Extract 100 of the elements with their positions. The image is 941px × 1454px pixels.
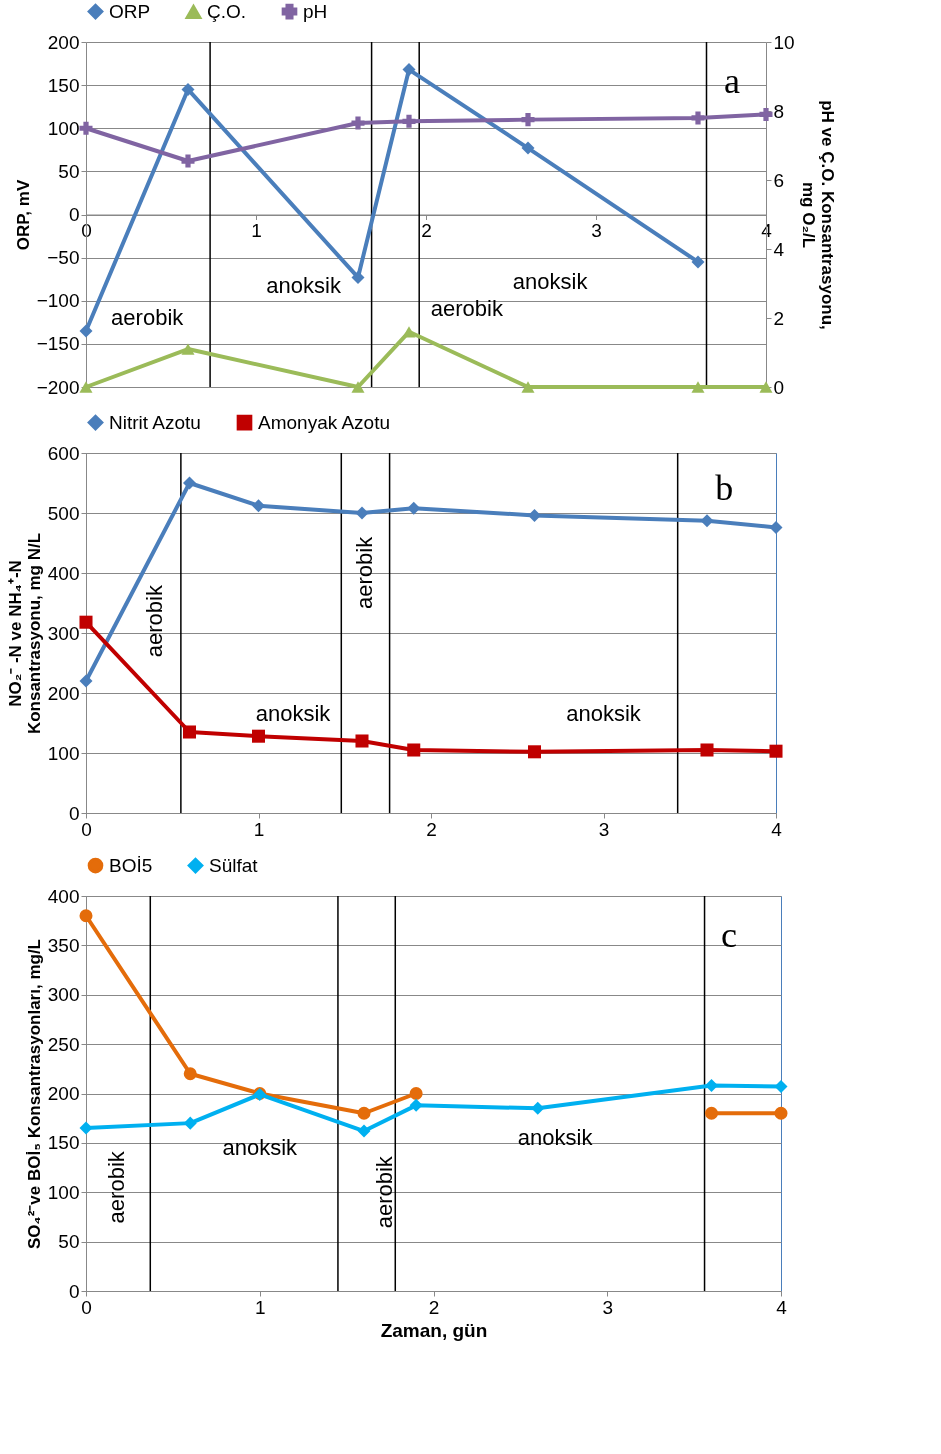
legend-label: Sülfat	[209, 854, 259, 876]
y-tick-label: 100	[47, 742, 80, 764]
legend-label: Nitrit Azotu	[109, 411, 201, 433]
x-tick-label: 2	[428, 1296, 440, 1318]
y-tick-label: −50	[47, 247, 80, 269]
y-tick-label: 500	[47, 502, 80, 524]
annotation: anoksik	[266, 273, 342, 299]
point	[407, 501, 421, 515]
point	[181, 343, 195, 355]
annotation: aerobik	[430, 296, 504, 322]
y-tick-label: 0	[68, 1280, 80, 1302]
point	[409, 1086, 423, 1101]
point	[691, 381, 705, 393]
y-tick-label: 250	[47, 1033, 80, 1055]
x-tick-label: 3	[598, 818, 610, 840]
x-axis-title: Zaman, gün	[380, 1319, 488, 1341]
y-axis-title: ORP, mV	[13, 179, 33, 251]
point	[774, 1106, 788, 1120]
legend-label: ORP	[109, 0, 151, 22]
point	[79, 381, 93, 393]
legend-label: Ç.O.	[207, 1, 247, 23]
point	[527, 745, 542, 759]
annotation: b	[715, 468, 734, 508]
y2-tick-label: 8	[773, 100, 785, 122]
y-axis-title: SO₄²⁻ve BOİ₅ Konsantrasyonları, mg/L	[24, 938, 44, 1250]
y-axis-title: NO₂⁻ -N ve NH₄⁺-N Konsantrasyonu, mg N/L	[5, 532, 44, 735]
y-tick-label: 200	[47, 682, 80, 704]
annotation: aerobik	[111, 305, 185, 330]
y-tick-label: 600	[47, 442, 80, 464]
point	[181, 154, 195, 168]
point	[700, 743, 714, 757]
y-tick-label: 200	[47, 1083, 80, 1104]
x-tick-label: 2	[421, 220, 432, 241]
point	[183, 1067, 197, 1081]
point	[704, 1079, 719, 1093]
annotation: anoksik	[517, 1124, 594, 1150]
x-tick-label: 1	[251, 220, 262, 241]
y-tick-label: 200	[47, 31, 80, 53]
point	[355, 506, 369, 520]
y2-tick-label: 0	[773, 376, 785, 398]
x-tick-label: 2	[426, 818, 437, 840]
point	[402, 326, 416, 338]
y-tick-label: 0	[68, 802, 80, 824]
y-tick-label: 300	[47, 984, 80, 1006]
point	[521, 141, 535, 155]
point	[357, 1106, 371, 1120]
point	[402, 63, 416, 77]
point	[79, 324, 93, 338]
point	[527, 508, 542, 522]
x-tick-label: 3	[602, 1296, 614, 1318]
y-tick-label: 400	[47, 885, 80, 907]
y2-axis-title: pH ve Ç.O. Konsantrasyonu, mg O₂/L	[798, 100, 837, 330]
point	[774, 1080, 788, 1094]
point	[357, 1124, 371, 1138]
point	[181, 82, 195, 96]
point	[182, 725, 197, 739]
point	[759, 107, 773, 121]
y-tick-label: −100	[36, 290, 80, 312]
point	[521, 113, 535, 127]
y2-tick-label: 6	[773, 169, 785, 191]
y2-tick-label: 4	[773, 238, 785, 260]
legend-label: BOİ5	[109, 854, 153, 876]
y2-tick-label: 2	[773, 307, 785, 329]
x-tick-label: 4	[776, 1296, 788, 1318]
point	[355, 734, 369, 748]
point	[79, 674, 93, 688]
y-tick-label: 0	[68, 204, 80, 225]
x-tick-label: 3	[591, 220, 602, 241]
point	[531, 1101, 545, 1115]
point	[351, 381, 365, 393]
point	[691, 111, 705, 125]
annotation: a	[724, 60, 741, 101]
annotation: aerobik	[371, 1155, 397, 1229]
point	[769, 520, 783, 534]
y-tick-label: 400	[47, 562, 80, 584]
point	[704, 1106, 719, 1120]
y2-tick-label: 10	[773, 31, 795, 53]
annotation: anoksik	[255, 701, 332, 726]
point	[351, 116, 365, 130]
annotation: aerobik	[104, 1150, 130, 1224]
point	[79, 1121, 93, 1135]
y-tick-label: 150	[47, 74, 80, 96]
annotation: anoksik	[566, 701, 642, 726]
point	[251, 499, 266, 513]
y-tick-label: 300	[47, 622, 80, 644]
point	[700, 514, 714, 528]
point	[182, 476, 197, 490]
point	[183, 1116, 197, 1130]
annotation: anoksik	[222, 1134, 299, 1160]
y-tick-label: 350	[47, 934, 80, 956]
point	[79, 121, 93, 135]
y-tick-label: −150	[36, 333, 80, 355]
x-tick-label: 4	[771, 818, 783, 840]
y-tick-label: 100	[47, 1181, 80, 1203]
annotation: c	[720, 914, 737, 955]
x-tick-label: 1	[253, 818, 265, 840]
point	[409, 1098, 423, 1112]
point	[521, 381, 535, 393]
y-tick-label: −200	[36, 376, 80, 398]
y-tick-label: 100	[47, 117, 80, 139]
